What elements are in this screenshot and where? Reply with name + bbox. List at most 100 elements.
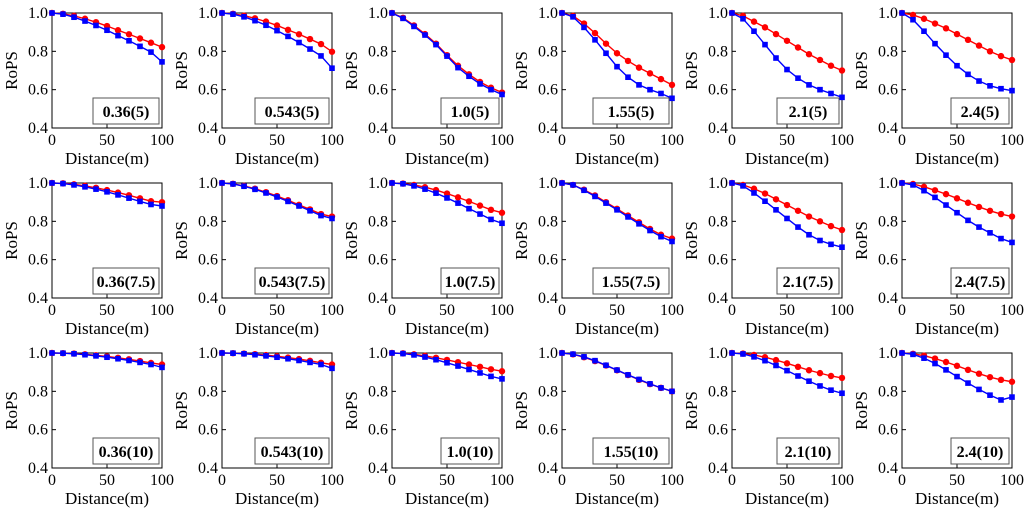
data-point-square <box>137 43 143 50</box>
data-point-circle <box>816 56 824 64</box>
panel-label: 1.0(5) <box>451 104 490 121</box>
data-point-square <box>296 39 302 46</box>
data-point-circle <box>476 202 484 209</box>
data-point-square <box>729 10 735 16</box>
data-point-circle <box>805 213 813 220</box>
y-axis-label: RoPS <box>512 51 531 90</box>
data-point-circle <box>668 81 676 89</box>
series-line-blue <box>221 182 333 220</box>
data-point-square <box>647 381 653 387</box>
data-point-circle <box>838 226 846 234</box>
data-point-square <box>230 11 236 17</box>
x-tick-label: 0 <box>558 472 566 489</box>
data-point-square <box>455 200 461 206</box>
y-tick-label: 0.8 <box>28 213 48 230</box>
data-point-square <box>603 200 609 206</box>
x-tick-label: 50 <box>779 132 795 149</box>
data-point-square <box>488 216 494 223</box>
x-tick-label: 50 <box>439 132 455 149</box>
data-point-square <box>943 52 949 58</box>
data-point-square <box>1009 87 1015 94</box>
data-point-square <box>751 28 757 35</box>
y-tick-label: 1.0 <box>28 175 48 192</box>
series-line-blue <box>391 182 503 224</box>
x-axis-label: Distance(m) <box>575 149 659 168</box>
data-point-square <box>592 193 598 200</box>
data-point-square <box>581 24 587 31</box>
data-point-square <box>148 49 154 55</box>
y-tick-label: 1.0 <box>538 5 558 22</box>
y-tick-label: 0.6 <box>708 82 728 99</box>
data-point-square <box>817 86 823 93</box>
x-tick-label: 50 <box>439 472 455 489</box>
panel-label-box <box>92 437 160 465</box>
y-tick-label: 0.6 <box>198 252 218 269</box>
data-point-square <box>559 180 565 186</box>
data-point-square <box>784 215 790 222</box>
x-tick-label: 100 <box>830 472 854 489</box>
data-point-square <box>899 180 905 186</box>
data-point-square <box>82 351 88 358</box>
data-point-square <box>477 81 483 87</box>
y-tick-label: 1.0 <box>538 175 558 192</box>
y-tick-label: 0.6 <box>878 82 898 99</box>
y-tick-label: 0.6 <box>28 82 48 99</box>
x-tick-label: 50 <box>439 302 455 319</box>
panel-label: 2.4(7.5) <box>955 274 1006 291</box>
x-axis-label: Distance(m) <box>405 319 489 338</box>
y-tick-label: 0.8 <box>878 383 898 400</box>
panel-label-box <box>440 267 500 295</box>
data-point-square <box>263 22 269 29</box>
y-tick-label: 0.8 <box>708 213 728 230</box>
data-point-circle <box>794 363 802 370</box>
y-tick-label: 0.4 <box>368 290 388 307</box>
data-point-square <box>488 373 494 380</box>
data-point-square <box>636 221 642 227</box>
y-tick-label: 0.8 <box>28 43 48 60</box>
data-point-square <box>1009 239 1015 246</box>
y-tick-label: 0.8 <box>538 43 558 60</box>
data-point-circle <box>931 187 939 194</box>
panel-label-box <box>776 437 840 465</box>
y-tick-label: 1.0 <box>28 345 48 362</box>
panel-label-box <box>440 437 500 465</box>
data-point-square <box>230 181 236 187</box>
data-point-square <box>784 66 790 73</box>
data-point-square <box>159 364 165 371</box>
data-point-square <box>592 357 598 364</box>
data-point-square <box>318 212 324 219</box>
data-point-circle <box>591 29 599 37</box>
x-tick-label: 0 <box>898 132 906 149</box>
x-tick-label: 100 <box>1000 302 1024 319</box>
panel-label: 0.36(10) <box>99 444 154 461</box>
y-tick-label: 1.0 <box>538 345 558 362</box>
y-axis-label: RoPS <box>172 221 191 260</box>
data-point-square <box>60 11 66 17</box>
data-point-square <box>252 17 258 24</box>
y-tick-label: 0.6 <box>368 422 388 439</box>
data-point-circle <box>931 355 939 362</box>
data-point-circle <box>997 376 1005 384</box>
x-tick-label: 100 <box>150 472 174 489</box>
data-point-square <box>987 392 993 398</box>
y-axis-label: RoPS <box>2 221 21 260</box>
data-point-circle <box>975 203 983 211</box>
data-point-square <box>647 86 653 93</box>
data-point-square <box>318 361 324 368</box>
y-tick-label: 0.4 <box>28 120 48 137</box>
y-tick-label: 0.8 <box>708 383 728 400</box>
x-tick-label: 0 <box>728 302 736 319</box>
data-point-square <box>115 32 121 39</box>
y-tick-label: 1.0 <box>198 345 218 362</box>
data-point-square <box>751 190 757 196</box>
data-point-square <box>658 233 664 240</box>
data-point-square <box>839 390 845 397</box>
data-point-circle <box>794 44 802 51</box>
panel-label: 1.55(5) <box>608 104 655 121</box>
data-point-square <box>773 362 779 369</box>
data-point-square <box>943 367 949 373</box>
data-point-square <box>762 198 768 205</box>
